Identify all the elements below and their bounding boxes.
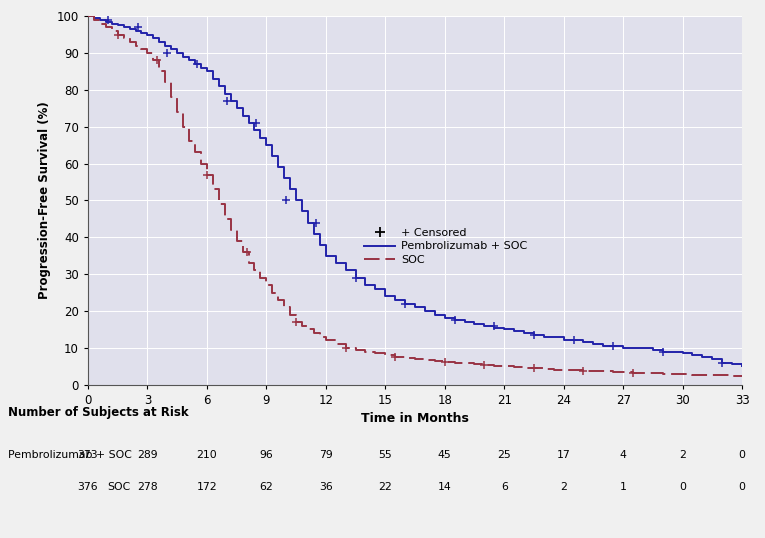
Text: 45: 45	[438, 450, 451, 459]
Point	[112, 30, 124, 39]
Point	[438, 358, 451, 366]
Point	[627, 368, 640, 377]
Point	[528, 364, 540, 373]
Legend: + Censored, Pembrolizumab + SOC, SOC: + Censored, Pembrolizumab + SOC, SOC	[364, 228, 527, 265]
Text: 1: 1	[620, 482, 627, 492]
Point	[607, 342, 620, 350]
Text: 2: 2	[560, 482, 567, 492]
Text: 79: 79	[319, 450, 333, 459]
Point	[578, 366, 590, 375]
Point	[488, 321, 500, 330]
Text: 22: 22	[379, 482, 392, 492]
Text: 373: 373	[78, 450, 98, 459]
Text: 289: 289	[137, 450, 158, 459]
Point	[250, 119, 262, 128]
Point	[102, 16, 114, 24]
Text: 0: 0	[738, 482, 746, 492]
Text: 62: 62	[259, 482, 273, 492]
Point	[478, 360, 490, 369]
Point	[200, 171, 213, 179]
Text: 6: 6	[501, 482, 508, 492]
Text: Number of Subjects at Risk: Number of Subjects at Risk	[8, 406, 188, 419]
Text: 25: 25	[497, 450, 511, 459]
Point	[290, 318, 302, 327]
Point	[528, 331, 540, 339]
Point	[568, 336, 580, 345]
Text: 14: 14	[438, 482, 451, 492]
Y-axis label: Progression-Free Survival (%): Progression-Free Survival (%)	[38, 102, 51, 299]
Point	[240, 247, 252, 256]
Point	[310, 218, 322, 227]
Text: 4: 4	[620, 450, 627, 459]
Text: 2: 2	[679, 450, 686, 459]
Text: 172: 172	[197, 482, 217, 492]
Text: 36: 36	[319, 482, 333, 492]
Point	[280, 196, 292, 204]
Point	[399, 299, 412, 308]
Point	[132, 23, 144, 32]
Point	[350, 273, 362, 282]
Text: 210: 210	[197, 450, 217, 459]
Text: 17: 17	[557, 450, 571, 459]
Point	[716, 358, 728, 367]
Text: 376: 376	[78, 482, 98, 492]
Point	[340, 344, 352, 352]
Point	[448, 316, 461, 324]
Text: 55: 55	[379, 450, 392, 459]
Point	[151, 56, 164, 65]
Text: 96: 96	[259, 450, 273, 459]
Point	[389, 353, 402, 362]
Text: 278: 278	[137, 482, 158, 492]
Text: Pembrolizumab + SOC: Pembrolizumab + SOC	[8, 450, 132, 459]
Text: 0: 0	[679, 482, 686, 492]
X-axis label: Time in Months: Time in Months	[361, 412, 469, 425]
Point	[220, 97, 233, 105]
Point	[191, 60, 203, 68]
Point	[656, 347, 669, 356]
Point	[161, 49, 174, 58]
Text: SOC: SOC	[107, 482, 130, 492]
Text: 0: 0	[738, 450, 746, 459]
